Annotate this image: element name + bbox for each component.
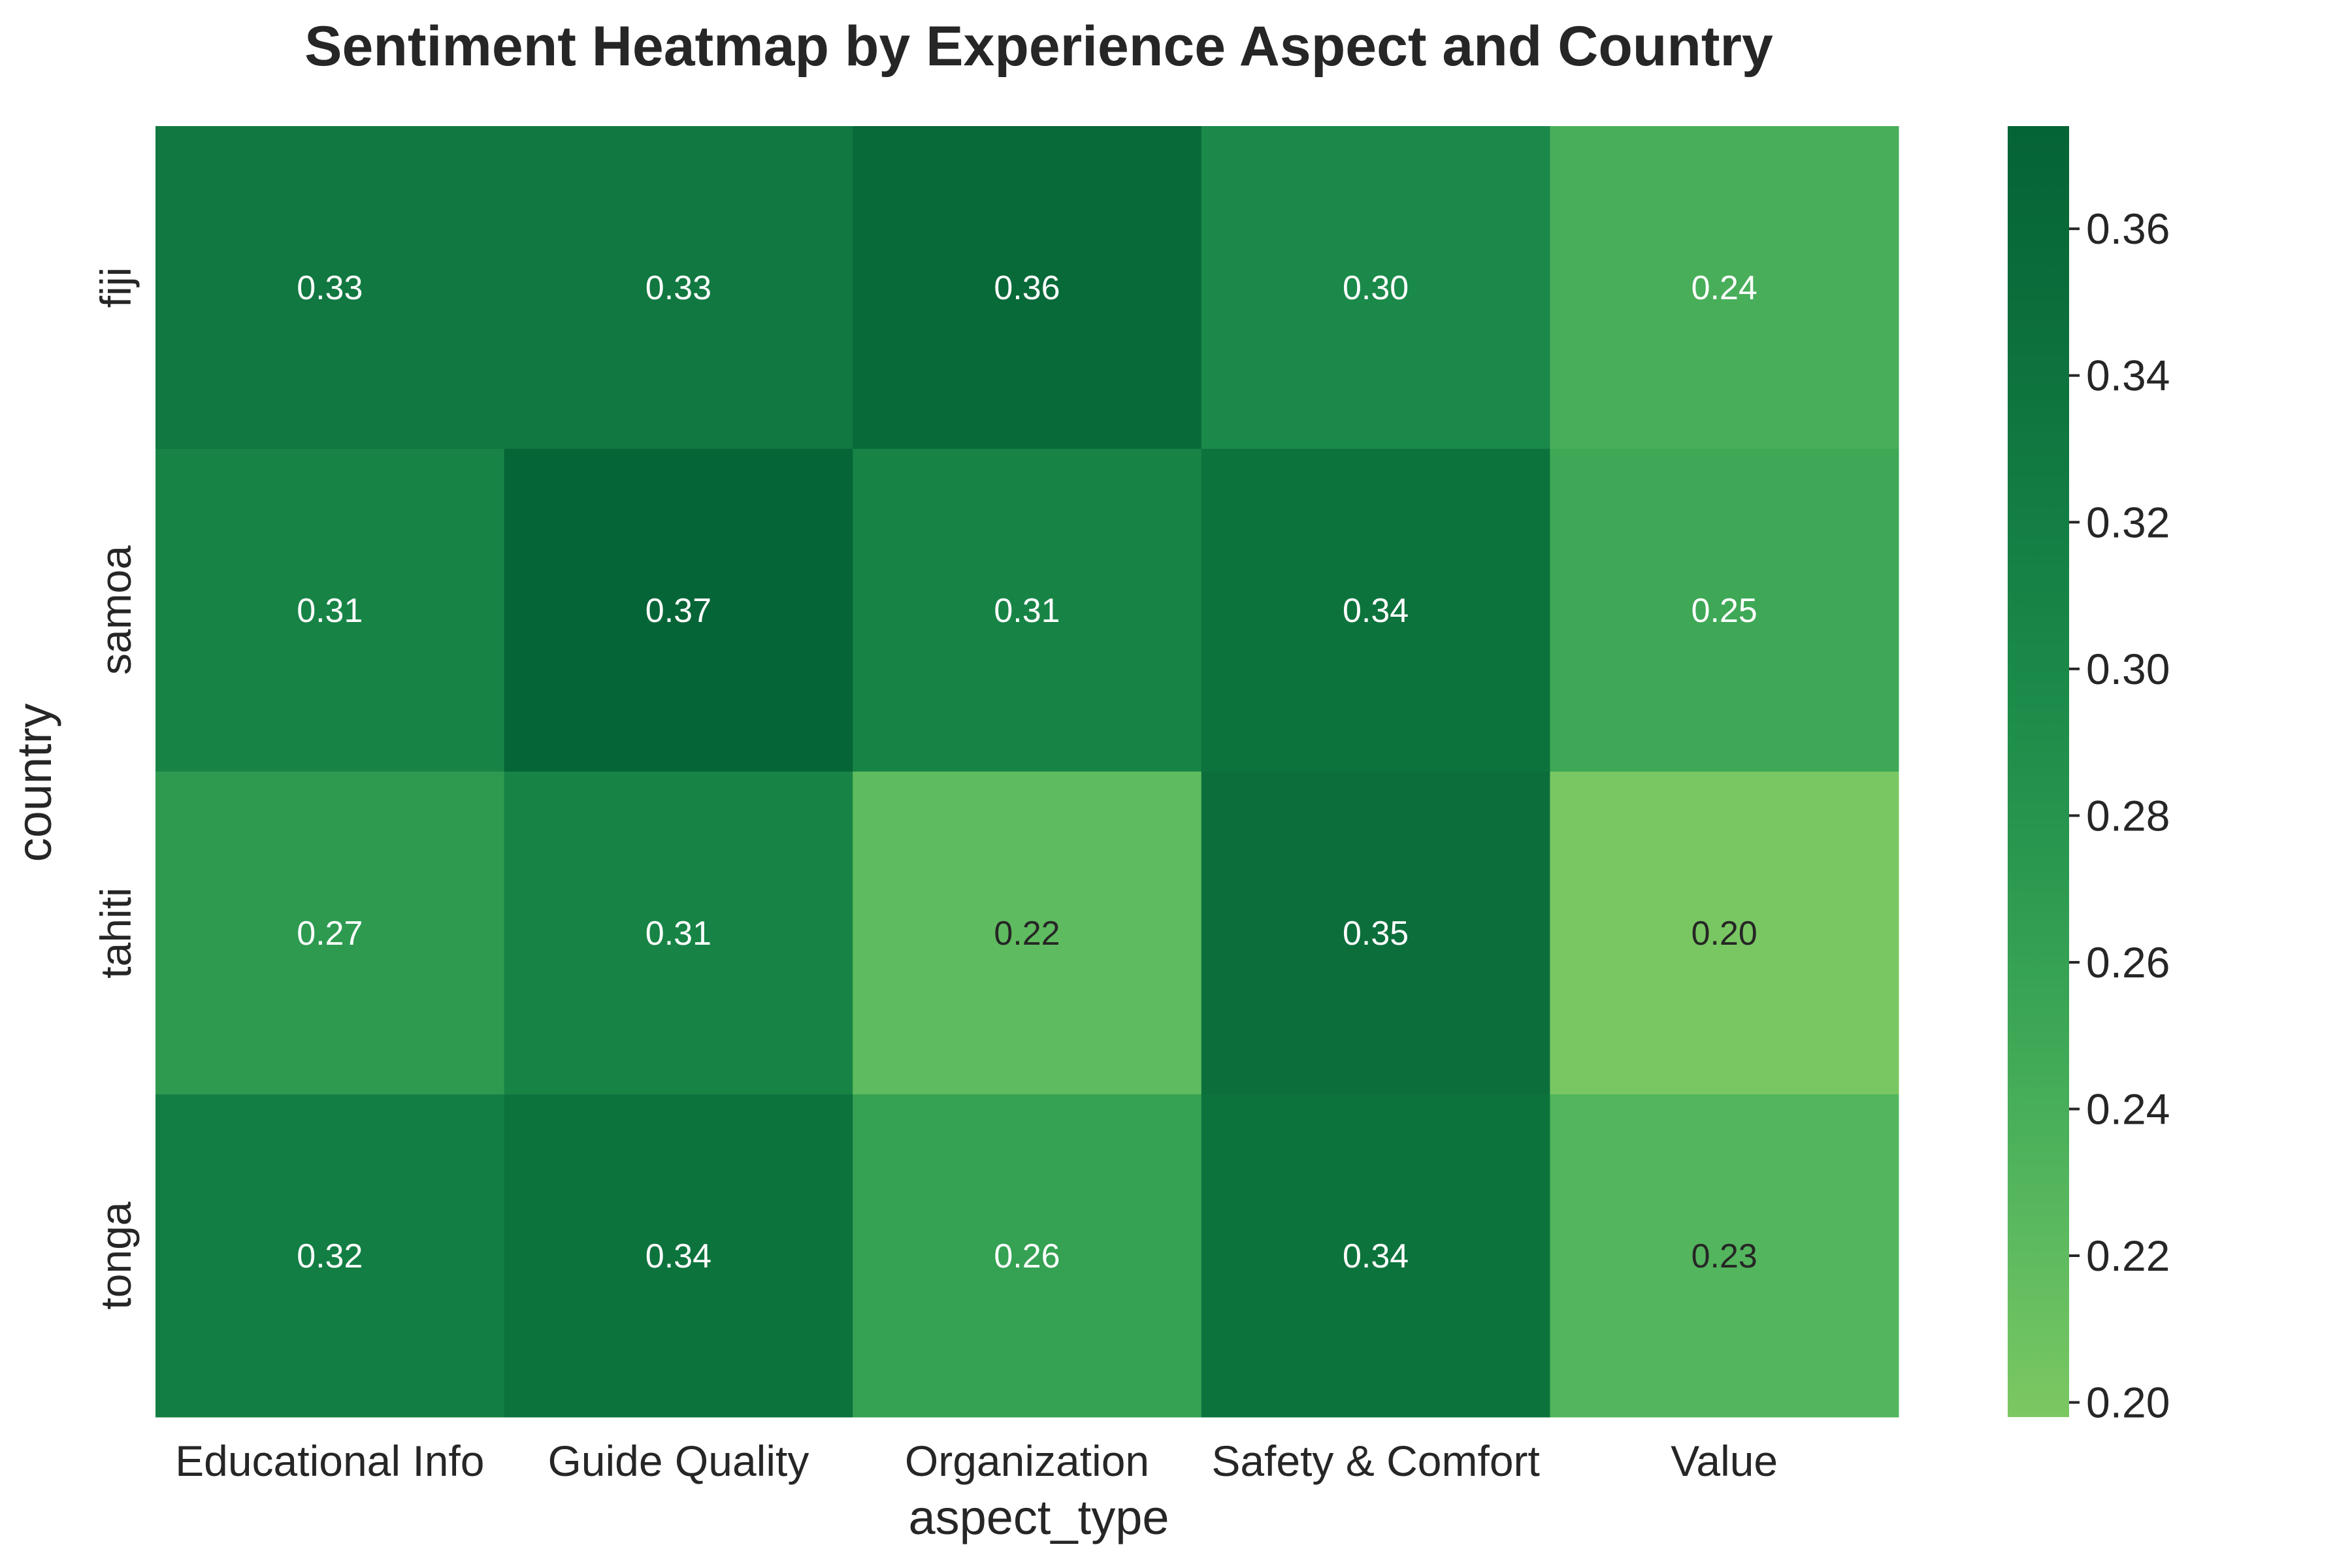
heatmap-cell-tonga-2 (853, 1094, 1202, 1418)
cell-value-label: 0.35 (1343, 915, 1409, 953)
heatmap-cell-tonga-1 (504, 1094, 853, 1418)
x-tick-label: Educational Info (175, 1437, 484, 1485)
colorbar-tick-label: 0.20 (2086, 1379, 2170, 1427)
cell-value-label: 0.33 (297, 269, 363, 307)
heatmap-cell-samoa-2 (853, 449, 1202, 772)
colorbar-tick-label: 0.34 (2086, 351, 2170, 400)
x-tick-labels: Educational Info Guide Quality Organizatio… (175, 1437, 1778, 1485)
x-tick-label: Value (1671, 1437, 1778, 1485)
colorbar (2008, 126, 2069, 1417)
cell-value-label: 0.33 (645, 269, 711, 307)
cell-value-label: 0.26 (994, 1237, 1060, 1275)
cell-value-label: 0.32 (297, 1237, 363, 1275)
cell-value-label: 0.20 (1691, 915, 1757, 953)
heatmap-cell-fiji-1 (504, 126, 853, 449)
cell-value-label: 0.25 (1691, 592, 1757, 630)
y-tick-label: fiji (91, 267, 140, 308)
y-tick-label: tahiti (91, 887, 140, 978)
heatmap-cell-tahiti-0 (155, 772, 505, 1095)
heatmap-cell-tonga-0 (155, 1094, 505, 1418)
cell-value-label: 0.37 (645, 592, 711, 630)
heatmap-cell-tahiti-4 (1550, 772, 1899, 1095)
cell-value-label: 0.31 (645, 915, 711, 953)
cell-value-label: 0.27 (297, 915, 363, 953)
heatmap-cell-tahiti-2 (853, 772, 1202, 1095)
heatmap-cell-tonga-4 (1550, 1094, 1899, 1418)
cell-value-label: 0.36 (994, 269, 1060, 307)
heatmap-cell-samoa-4 (1550, 449, 1899, 772)
cell-value-label: 0.34 (645, 1237, 711, 1275)
x-tick-label: Organization (905, 1437, 1149, 1485)
cell-value-label: 0.31 (297, 592, 363, 630)
heatmap-cell-fiji-3 (1201, 126, 1550, 449)
colorbar-tick-label: 0.36 (2086, 204, 2170, 253)
colorbar-tick-label: 0.30 (2086, 645, 2170, 693)
heatmap-cell-tahiti-3 (1201, 772, 1550, 1095)
cell-value-label: 0.30 (1343, 269, 1409, 307)
heatmap-cell-fiji-4 (1550, 126, 1899, 449)
colorbar-ticks: 0.20 0.22 0.24 0.26 0.28 0.30 0.32 0.34 0.36 (2069, 204, 2170, 1427)
cell-value-label: 0.31 (994, 592, 1060, 630)
colorbar-tick-label: 0.28 (2086, 791, 2170, 840)
y-tick-labels: fiji samoa tahiti tonga (91, 267, 140, 1310)
colorbar-tick-label: 0.26 (2086, 938, 2170, 987)
colorbar-tick-label: 0.22 (2086, 1232, 2170, 1280)
heatmap-cell-fiji-0 (155, 126, 505, 449)
heatmap-cell-fiji-2 (853, 126, 1202, 449)
chart-title: Sentiment Heatmap by Experience Aspect a… (304, 15, 1773, 78)
cell-value-label: 0.24 (1691, 269, 1757, 307)
heatmap-cell-samoa-3 (1201, 449, 1550, 772)
cell-value-label: 0.23 (1691, 1237, 1757, 1275)
y-tick-label: tonga (91, 1201, 140, 1309)
heatmap-cell-labels: 0.33 0.33 0.36 0.30 0.24 0.31 0.37 0.31 0.34 0.25… (297, 269, 1757, 1275)
heatmap-cell-samoa-0 (155, 449, 505, 772)
cell-value-label: 0.34 (1343, 1237, 1409, 1275)
y-tick-label: samoa (91, 546, 140, 675)
heatmap-cells (155, 126, 1899, 1418)
x-tick-label: Guide Quality (547, 1437, 809, 1485)
colorbar-tick-label: 0.24 (2086, 1085, 2170, 1133)
colorbar-tick-label: 0.32 (2086, 498, 2170, 546)
cell-value-label: 0.22 (994, 915, 1060, 953)
cell-value-label: 0.34 (1343, 592, 1409, 630)
heatmap-cell-tahiti-1 (504, 772, 853, 1095)
heatmap-cell-samoa-1 (504, 449, 853, 772)
x-axis-label: aspect_type (908, 1490, 1169, 1544)
x-tick-label: Safety & Comfort (1211, 1437, 1540, 1485)
y-axis-label: country (7, 704, 61, 862)
heatmap-cell-tonga-3 (1201, 1094, 1550, 1418)
